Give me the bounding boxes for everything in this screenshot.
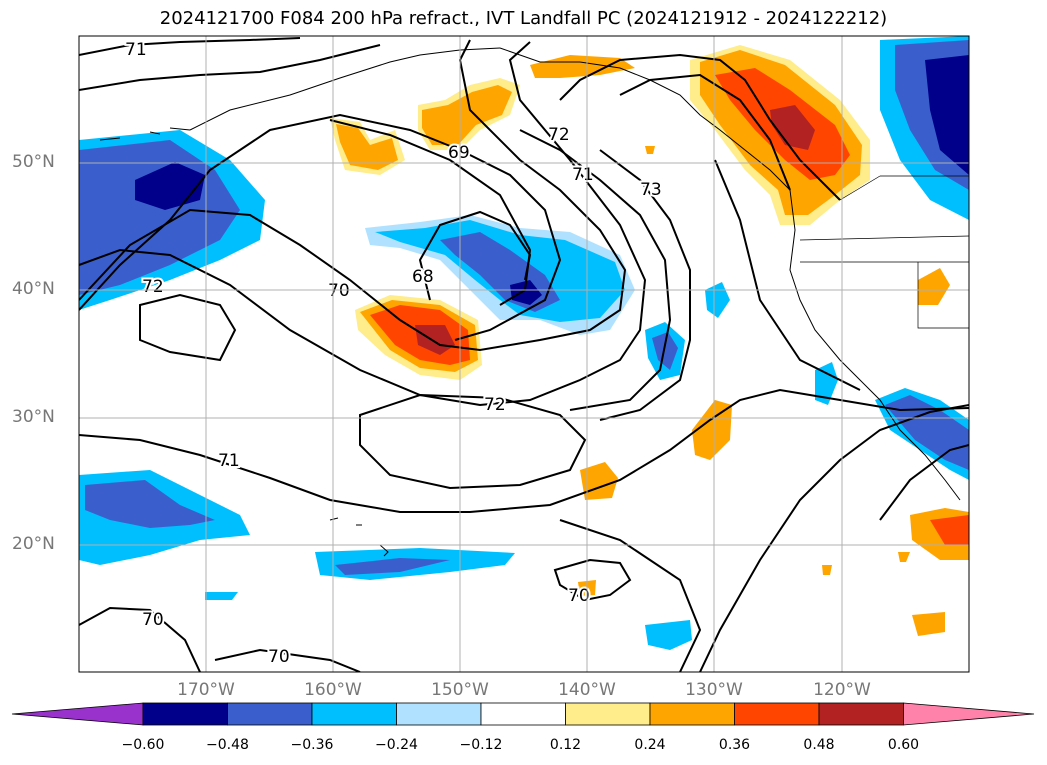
lat-label: 30°N (12, 407, 55, 427)
contour-label: 71 (218, 451, 240, 471)
colorbar (11, 702, 1035, 726)
lon-label: 170°W (177, 680, 235, 700)
colorbar-segment (480, 702, 566, 726)
negative-anomaly-southwest (79, 470, 692, 650)
hawaii-islands (329, 517, 389, 557)
lon-label: 160°W (304, 680, 362, 700)
colorbar-tick: 0.12 (549, 737, 582, 753)
contour-label: 69 (448, 143, 470, 163)
colorbar-segment (818, 702, 904, 726)
negative-anomaly-central (365, 215, 730, 380)
colorbar-segment (649, 702, 735, 726)
shaded-fields: 71 69 72 71 73 68 70 72 72 71 70 70 70 (79, 36, 969, 672)
positive-anomaly-north (330, 55, 635, 175)
positive-anomaly-central (355, 295, 482, 380)
colorbar-tick: −0.24 (375, 737, 418, 753)
contour-label: 70 (142, 610, 164, 630)
contour-label: 70 (568, 586, 590, 606)
contour-label: 68 (412, 267, 434, 287)
lon-label: 130°W (685, 680, 743, 700)
lon-label: 150°W (431, 680, 489, 700)
colorbar-segment (396, 702, 482, 726)
lat-label: 50°N (12, 152, 55, 172)
contour-label: 73 (640, 180, 662, 200)
colorbar-tick: −0.60 (121, 737, 165, 753)
colorbar-tick: 0.24 (634, 737, 666, 753)
colorbar-segment (311, 702, 397, 726)
lon-label: 140°W (558, 680, 616, 700)
coastlines (99, 47, 969, 501)
contour-label: 70 (268, 647, 290, 667)
lat-label: 20°N (12, 534, 55, 554)
colorbar-extend-low (11, 702, 144, 726)
contour-label: 72 (548, 125, 570, 145)
contour-label: 70 (328, 281, 350, 301)
negative-anomaly-northeast (880, 36, 969, 220)
colorbar-segment (142, 702, 228, 726)
colorbar-segment (734, 702, 820, 726)
contour-label: 71 (572, 165, 594, 185)
colorbar-tick: 0.48 (803, 737, 835, 753)
refractivity-contours (79, 37, 969, 672)
positive-anomaly-scattered (578, 146, 969, 636)
positive-anomaly-northeast (690, 45, 870, 225)
colorbar-tick: 0.36 (718, 737, 751, 753)
colorbar-segment (565, 702, 651, 726)
colorbar-tick: −0.36 (290, 737, 334, 753)
colorbar-tick: −0.48 (206, 737, 249, 753)
lon-label: 120°W (813, 680, 871, 700)
contour-label: 71 (125, 40, 147, 60)
colorbar-tick: 0.60 (887, 737, 920, 753)
colorbar-segment (227, 702, 313, 726)
gridlines (79, 36, 969, 672)
colorbar-tick: −0.12 (459, 737, 503, 753)
colorbar-extend-high (903, 702, 1035, 726)
contour-label: 72 (142, 277, 164, 297)
map-frame (78, 35, 970, 673)
contour-label: 72 (484, 395, 506, 415)
lat-label: 40°N (12, 279, 55, 299)
map-title: 2024121700 F084 200 hPa refract., IVT La… (159, 8, 888, 29)
